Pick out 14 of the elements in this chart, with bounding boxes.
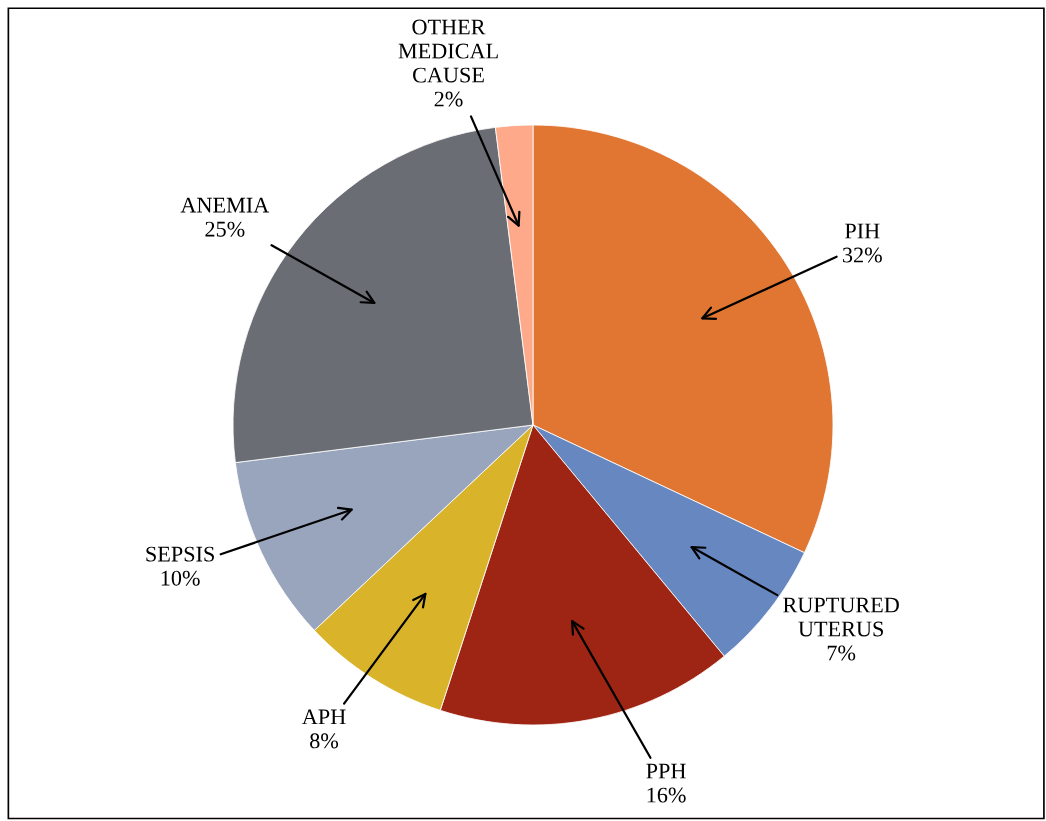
slice-label: ANEMIA [180, 197, 270, 213]
data-label: 8% [310, 733, 339, 749]
slice-label: OTHER MEDICAL CAUSE [398, 19, 498, 83]
data-label: 7% [827, 645, 856, 661]
slice-label: APH [302, 709, 346, 725]
slice-label: SEPSIS [146, 546, 214, 562]
data-label: 10% [161, 570, 200, 586]
slice-label: RUPTURED UTERUS [783, 597, 899, 637]
slice-label: PPH [646, 763, 686, 779]
data-label: 16% [647, 787, 686, 803]
data-label: 2% [434, 91, 463, 107]
slice-label: PIH [845, 223, 880, 239]
data-label: 32% [842, 247, 882, 263]
data-label: 25% [205, 221, 245, 237]
